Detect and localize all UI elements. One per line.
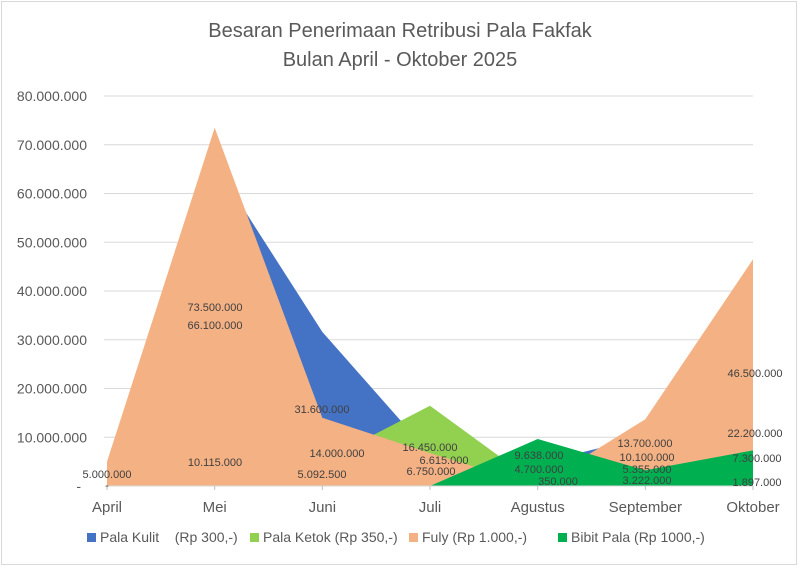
data-label: 6.750.000 [407, 466, 456, 478]
chart-title: Besaran Penerimaan Retribusi Pala Fakfak [208, 20, 592, 42]
data-label: 7.300.000 [733, 453, 782, 465]
data-label: 31.600.000 [294, 404, 349, 416]
data-label: - [105, 480, 109, 492]
x-tick-label: Juli [419, 499, 442, 516]
chart-subtitle: Bulan April - Oktober 2025 [282, 49, 518, 71]
y-tick-label: 50.000.000 [17, 234, 87, 250]
legend-swatch-icon [87, 532, 96, 542]
data-label: 5.355.000 [623, 464, 672, 476]
data-label: 16.450.000 [402, 442, 457, 454]
data-label: 46.500.000 [727, 368, 782, 380]
data-label: 5.092.500 [298, 469, 347, 481]
data-label: 6.615.000 [420, 455, 469, 467]
y-tick-label: 20.000.000 [17, 381, 87, 397]
data-label: 1.897.000 [733, 477, 782, 489]
legend-swatch-icon [250, 532, 259, 542]
y-tick-label: 10.000.000 [17, 429, 87, 445]
legend-item-fuly[interactable]: Fuly (Rp 1.000,-) [409, 527, 527, 547]
data-label: 3.222.000 [623, 475, 672, 487]
legend-label: Bibit Pala (Rp 1000,-) [571, 529, 705, 545]
y-axis-labels: - 10.000.000 20.000.000 30.000.000 40.000.00… [17, 88, 87, 494]
legend-label: Pala Kulit (Rp 300,-) [100, 529, 238, 545]
data-label: 73.500.000 [187, 302, 242, 314]
x-tick-label: Mei [203, 499, 227, 516]
data-label: 9.638.000 [515, 450, 564, 462]
y-tick-label: 60.000.000 [17, 186, 87, 202]
x-tick-label: September [609, 499, 682, 516]
data-labels: 5.000.000- 73.500.000 66.100.000 10.115.000… [83, 302, 783, 492]
area-series-3[interactable] [107, 439, 753, 486]
x-tick-label: Juni [309, 499, 337, 516]
y-tick-label: 30.000.000 [17, 332, 87, 348]
y-tick-label: - [76, 478, 81, 494]
data-label: 5.000.000 [83, 469, 132, 481]
data-label: 13.700.000 [617, 438, 672, 450]
legend-label: Fuly (Rp 1.000,-) [422, 529, 528, 545]
legend-item-pala-kulit[interactable]: Pala Kulit (Rp 300,-) [87, 527, 238, 547]
data-label: 4.700.000 [515, 464, 564, 476]
x-tick-label: Agustus [511, 499, 565, 516]
legend-swatch-icon [409, 532, 418, 542]
area-series-2[interactable] [107, 127, 753, 486]
legend-label: Pala Ketok (Rp 350,-) [263, 529, 398, 545]
data-label: 14.000.000 [309, 448, 364, 460]
legend-item-bibit-pala[interactable]: Bibit Pala (Rp 1000,-) [558, 527, 705, 547]
x-tick-label: Oktober [726, 499, 779, 516]
y-tick-label: 40.000.000 [17, 283, 87, 299]
data-label: 10.115.000 [188, 457, 242, 469]
legend-item-pala-ketok[interactable]: Pala Ketok (Rp 350,-) [250, 527, 398, 547]
plot-areas [107, 127, 753, 487]
data-label: 66.100.000 [187, 320, 242, 332]
chart-legend: Pala Kulit (Rp 300,-) Pala Ketok (Rp 350… [0, 527, 800, 547]
y-tick-label: 70.000.000 [17, 137, 87, 153]
x-axis: April Mei Juni Juli Agustus September Oktober [92, 485, 780, 516]
data-label: 10.100.000 [619, 452, 674, 464]
data-label: 350.000 [538, 476, 578, 488]
legend-swatch-icon [558, 532, 567, 542]
x-tick-label: April [92, 499, 122, 516]
data-label: 22.200.000 [727, 428, 782, 440]
y-tick-label: 80.000.000 [17, 88, 87, 104]
